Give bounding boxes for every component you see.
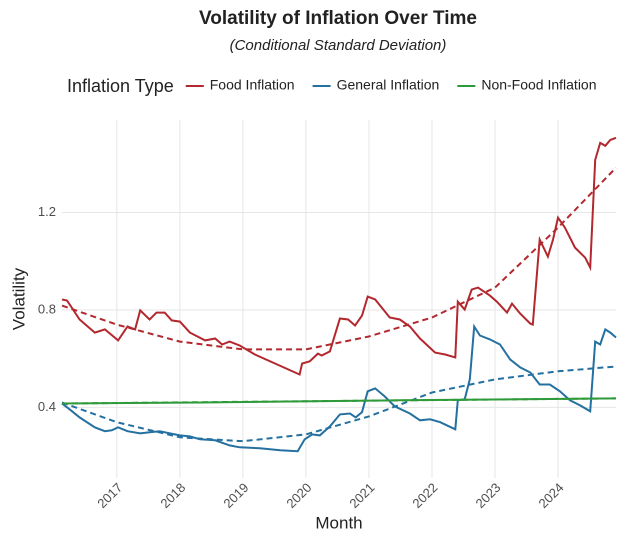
y-tick-label: 0.8 [38, 301, 56, 316]
legend-label: General Inflation [337, 77, 440, 93]
chart-subtitle: (Conditional Standard Deviation) [230, 37, 447, 54]
x-tick-label: 2022 [409, 480, 440, 511]
x-tick-label: 2024 [536, 480, 567, 511]
y-tick-label: 1.2 [38, 204, 56, 219]
chart-title: Volatility of Inflation Over Time [199, 8, 477, 29]
x-tick-label: 2018 [157, 480, 188, 511]
series-line [61, 136, 617, 376]
y-tick-label: 0.4 [38, 399, 56, 414]
x-tick-label: 2021 [346, 480, 377, 511]
series-line [61, 397, 617, 405]
grid [62, 120, 616, 478]
trend-line [61, 365, 617, 443]
y-axis-label: Volatility [9, 267, 28, 330]
x-tick-label: 2017 [94, 480, 125, 511]
legend-label: Non-Food Inflation [481, 77, 596, 93]
x-tick-label: 2023 [472, 480, 503, 511]
trend-line [61, 167, 617, 351]
x-tick-label: 2019 [220, 480, 251, 511]
x-tick-label: 2020 [283, 480, 314, 511]
legend-label: Food Inflation [210, 77, 295, 93]
x-axis-label: Month [315, 513, 362, 532]
series-line [61, 323, 617, 453]
legend-title: Inflation Type [67, 76, 174, 96]
